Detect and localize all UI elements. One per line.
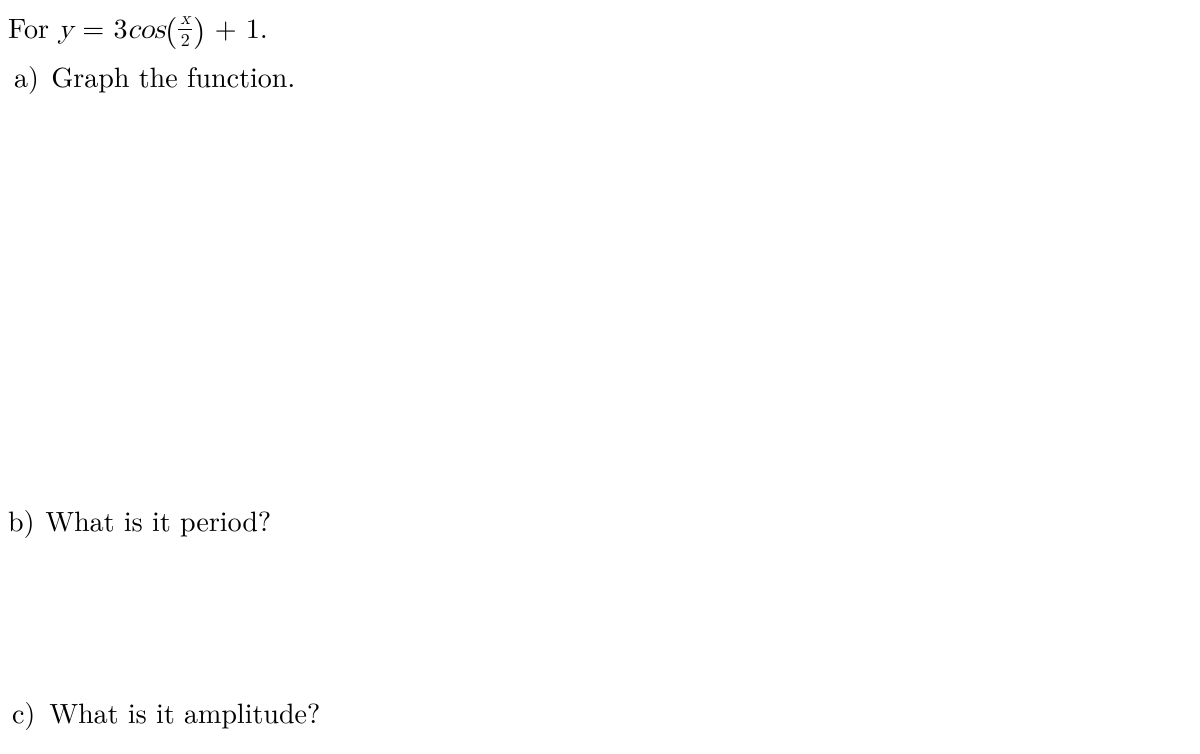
part-c-text: What is it amplitude? <box>49 692 320 732</box>
part-c-label: c) <box>12 692 40 732</box>
problem-intro: For y = 3cos(x2) + 1. <box>8 4 268 51</box>
part-a-label: a) <box>14 56 42 96</box>
part-b-text: What is it period? <box>45 500 271 540</box>
part-c: c) What is it amplitude? <box>12 692 320 732</box>
part-a-text: Graph the function. <box>51 56 295 96</box>
part-b: b) What is it period? <box>8 500 271 540</box>
fraction-denominator: 2 <box>178 30 192 49</box>
part-b-label: b) <box>8 500 36 540</box>
intro-coeff: 3 <box>114 7 128 47</box>
intro-func: cos <box>128 16 165 44</box>
open-paren: ( <box>165 6 177 51</box>
part-a: a) Graph the function. <box>14 56 295 96</box>
intro-equals: = <box>73 7 113 47</box>
fraction: x2 <box>178 10 192 49</box>
intro-suffix: + 1. <box>205 7 267 47</box>
intro-variable: y <box>58 16 73 44</box>
intro-prefix: For <box>8 7 58 47</box>
close-paren: ) <box>193 6 205 51</box>
